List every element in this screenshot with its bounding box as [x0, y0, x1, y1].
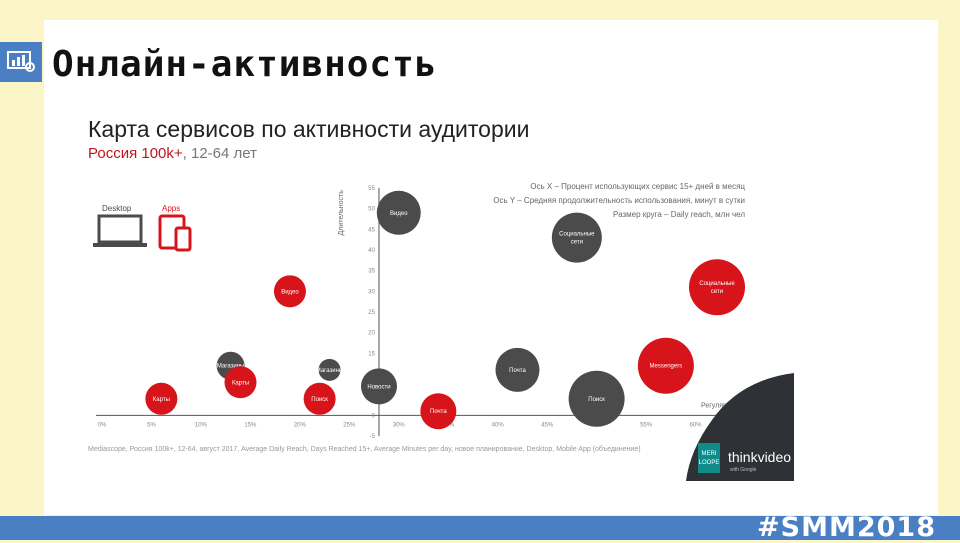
- bubble-apps: [689, 259, 745, 316]
- bubble-label: Магазины: [217, 364, 244, 370]
- x-tick-label: 60%: [690, 422, 703, 428]
- x-axis-label: Регулярность: [701, 402, 745, 409]
- bubble-label: Карты: [153, 397, 170, 403]
- x-tick-label: 30%: [393, 422, 406, 428]
- presentation-logo: [0, 42, 42, 82]
- bubble-apps: [273, 275, 306, 308]
- bubble-label: Поиск: [311, 397, 328, 403]
- y-tick-label: 20: [368, 331, 375, 337]
- chart-subtitle: Россия 100k+, 12-64 лет: [88, 145, 257, 162]
- y-tick-label: 0: [372, 413, 376, 419]
- subtitle-highlight: Россия 100k+: [88, 145, 183, 162]
- meri-line1: MERI: [702, 451, 717, 457]
- meri-loope-logo: [698, 443, 720, 473]
- legend-apps-label: Apps: [162, 204, 181, 213]
- y-tick-label: 50: [368, 207, 375, 213]
- apps-devices-icon: [158, 214, 192, 252]
- hashtag: #SMM2018: [757, 512, 936, 543]
- axis-notes: Ось X – Процент использующих сервис 15+ …: [493, 180, 745, 222]
- bubble-apps: [145, 382, 178, 415]
- note-y: Ось Y – Средняя продолжительность исполь…: [493, 196, 745, 205]
- bubble-label: Новости: [367, 384, 390, 390]
- bubble-desktop: [568, 370, 625, 427]
- subtitle-rest: , 12-64 лет: [182, 145, 257, 162]
- bubble-label: Почта: [509, 368, 526, 374]
- bubble-desktop: [376, 190, 421, 235]
- thinkvideo-logo: thinkvideo: [728, 449, 791, 465]
- bubble-label: Магазины: [316, 368, 343, 374]
- y-tick-label: 45: [368, 227, 375, 233]
- bubble-label: сети: [571, 240, 583, 246]
- thinkvideo-panel: MERI LOOPE thinkvideo with Google: [686, 373, 794, 481]
- bubble-label: сети: [711, 289, 723, 295]
- y-axis-label: Длительность: [338, 190, 345, 236]
- bubble-apps: [420, 393, 457, 430]
- note-x: Ось X – Процент использующих сервис 15+ …: [530, 182, 745, 191]
- bubble-label: Видео: [281, 289, 299, 295]
- chart-board-icon: [7, 51, 35, 72]
- desktop-laptop-icon: [93, 214, 147, 247]
- bubble-label: Социальные: [699, 281, 735, 287]
- bubble-label: Поиск: [588, 397, 605, 403]
- x-tick-label: 40%: [492, 422, 505, 428]
- bubble-apps: [224, 366, 257, 399]
- y-tick-label: 35: [368, 269, 375, 275]
- chart-title: Карта сервисов по активности аудитории: [88, 116, 530, 142]
- y-tick-label: 55: [368, 186, 375, 192]
- bubble-desktop: [318, 358, 341, 381]
- bubble-label: Социальные: [559, 232, 595, 238]
- y-tick-label: 40: [368, 248, 375, 254]
- page-title: Онлайн-активность: [52, 44, 438, 85]
- bubble-label: Видео: [390, 211, 408, 217]
- thinkvideo-sub: with Google: [730, 467, 757, 473]
- bubble-desktop: [551, 212, 602, 263]
- bubble-label: Карты: [232, 380, 249, 386]
- bubble-desktop: [360, 368, 397, 405]
- y-tick-label: 30: [368, 289, 375, 295]
- x-tick-label: 0%: [98, 422, 107, 428]
- legend-desktop-label: Desktop: [102, 204, 132, 213]
- x-tick-label: 25%: [343, 422, 356, 428]
- y-tick-label: 15: [368, 351, 375, 357]
- x-tick-label: 10%: [195, 422, 208, 428]
- bubble-apps: [637, 337, 694, 394]
- x-tick-label: 45%: [541, 422, 554, 428]
- bottom-bar: [0, 516, 960, 540]
- x-tick-label: 5%: [147, 422, 156, 428]
- note-size: Размер круга – Daily reach, млн чел: [613, 210, 745, 219]
- meri-line2: LOOPE: [699, 460, 720, 466]
- bubble-label: Messengers: [650, 364, 683, 370]
- bubble-label: Почта: [430, 409, 447, 415]
- x-tick-label: 15%: [244, 422, 257, 428]
- x-tick-label: 55%: [640, 422, 653, 428]
- x-tick-label: 20%: [294, 422, 307, 428]
- chart-source: Mediascope, Россия 100k+, 12-64, август …: [88, 446, 641, 453]
- bubble-apps: [303, 382, 336, 415]
- y-tick-label: -5: [370, 434, 376, 440]
- y-tick-label: 25: [368, 310, 375, 316]
- bubble-desktop: [495, 347, 540, 392]
